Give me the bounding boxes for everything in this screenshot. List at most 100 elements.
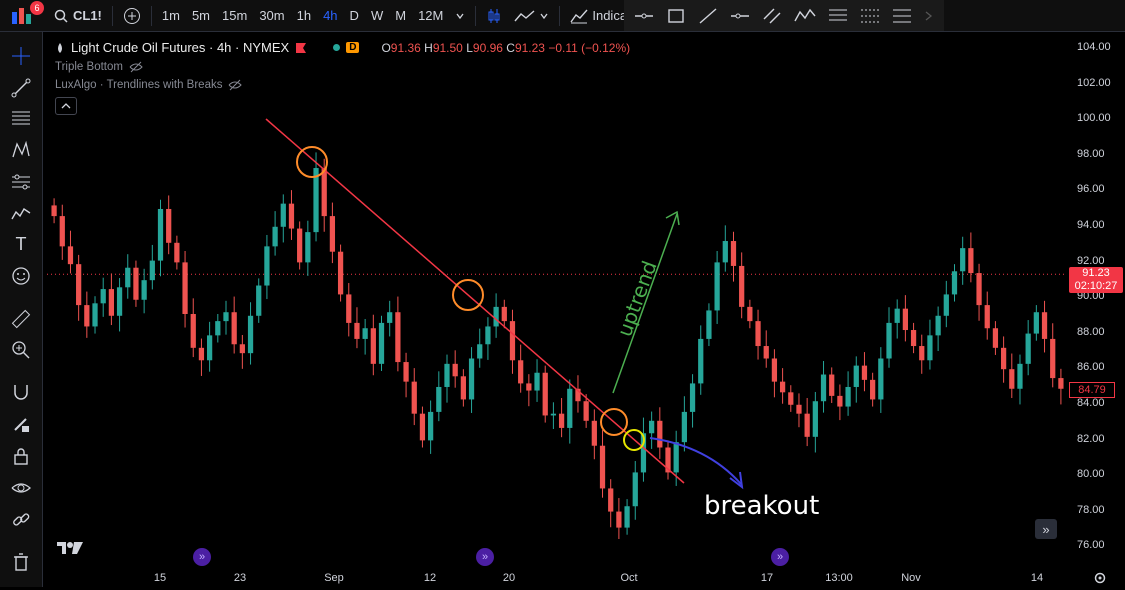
price-axis[interactable]: 104.00 102.00 100.00 98.00 96.00 94.00 92.00 90… [1067, 36, 1125, 569]
candle-body [403, 362, 409, 382]
interval-D[interactable]: D [349, 8, 359, 23]
chart-legend: Light Crude Oil Futures · 4h · NYMEX D O… [55, 40, 630, 115]
candle-body [976, 273, 982, 306]
price-chart[interactable]: uptrend breakout [47, 36, 1067, 569]
pattern-icon[interactable] [794, 7, 816, 25]
visibility-tool[interactable] [9, 476, 33, 500]
indicator-row[interactable]: LuxAlgo · Trendlines with Breaks [55, 79, 630, 91]
bar-countdown: 02:10:27 [1074, 280, 1118, 293]
emoji-tool[interactable] [9, 264, 33, 288]
candle-body [960, 248, 966, 272]
price-tick-label: 84.00 [1077, 397, 1105, 409]
candle-body [1033, 312, 1039, 334]
time-axis[interactable]: 15 23 Sep 12 20 Oct 17 13:00 Nov 14 [47, 569, 1067, 587]
candle-body [902, 308, 909, 331]
candle-body [779, 381, 786, 393]
pattern-tool[interactable] [9, 138, 33, 162]
fib-dots-icon[interactable] [860, 7, 880, 25]
interval-4h[interactable]: 4h [323, 8, 338, 23]
chevron-right-icon[interactable] [924, 10, 934, 21]
candle-body [992, 328, 999, 348]
interval-W[interactable]: W [370, 8, 384, 23]
candle-body [100, 289, 106, 304]
fib-tool[interactable] [9, 106, 33, 130]
price-tick-label: 104.00 [1077, 41, 1111, 53]
interval-12M[interactable]: 12M [418, 8, 444, 23]
candle-body [157, 208, 164, 261]
event-marker[interactable]: » [193, 548, 211, 566]
interval-M[interactable]: M [395, 8, 407, 23]
indicator-row[interactable]: Triple Bottom [55, 61, 630, 73]
line-type-button[interactable] [508, 0, 555, 31]
candle-body [239, 344, 245, 354]
left-toolbar: T [0, 32, 43, 587]
oil-drop-icon [58, 42, 62, 53]
trash-icon [14, 553, 28, 571]
magnet-tool[interactable] [9, 380, 33, 404]
zoom-tool[interactable] [9, 338, 33, 362]
price-tick-label: 76.00 [1077, 539, 1105, 552]
search-icon [54, 9, 68, 23]
menu-lines-icon[interactable] [892, 7, 912, 25]
candle-body [665, 447, 671, 473]
candle-body [108, 289, 115, 316]
collapse-legend-button[interactable] [55, 97, 77, 115]
user-menu[interactable]: 6 [10, 0, 44, 28]
settings-button[interactable] [1093, 571, 1107, 590]
trend-line-icon[interactable] [698, 7, 718, 25]
lock-tool[interactable] [9, 444, 33, 468]
interval-dropdown[interactable] [449, 0, 471, 31]
eye-hidden-icon[interactable] [228, 79, 243, 91]
candle-body [305, 232, 311, 263]
candle-body [673, 442, 679, 473]
forecast-icon [12, 174, 30, 190]
horizontal-line-icon[interactable] [634, 8, 654, 24]
text-tool[interactable]: T [9, 232, 33, 256]
candle-body [796, 404, 802, 414]
trend-line-tool[interactable] [9, 76, 33, 100]
time-tick-label: 23 [233, 572, 247, 584]
crosshair-tool[interactable] [9, 44, 33, 68]
prediction-tool[interactable] [9, 170, 33, 194]
scroll-to-realtime-button[interactable]: » [1035, 519, 1057, 539]
rectangle-icon[interactable] [666, 7, 686, 25]
candle-body [853, 365, 859, 387]
indicator-name: Triple Bottom [55, 61, 123, 73]
time-tick-label: 14 [1030, 572, 1044, 584]
symbol-label: CL1! [73, 8, 102, 23]
chart-type-button[interactable] [480, 0, 508, 31]
event-marker[interactable]: » [771, 548, 789, 566]
interval-1m[interactable]: 1m [161, 8, 180, 23]
fib-icon[interactable] [828, 7, 848, 25]
interval-30m[interactable]: 30m [259, 8, 285, 23]
parallel-channel-icon[interactable] [762, 7, 782, 25]
symbol-search[interactable]: CL1! [48, 0, 108, 31]
interval-5m[interactable]: 5m [191, 8, 211, 23]
candle-body [141, 280, 147, 300]
candle-body [968, 248, 974, 274]
candle-body [567, 388, 573, 428]
interval-15m[interactable]: 15m [222, 8, 248, 23]
compare-button[interactable] [117, 0, 147, 31]
link-tool[interactable] [9, 508, 33, 532]
event-marker[interactable]: » [476, 548, 494, 566]
remove-drawings-tool[interactable] [9, 550, 33, 574]
candle-body [1000, 347, 1007, 370]
candle-body [1058, 378, 1064, 389]
measure-tool[interactable] [9, 307, 33, 331]
brush-tool[interactable] [9, 202, 33, 226]
candle-body [116, 287, 123, 316]
candle-body [518, 360, 524, 384]
pencil-lock-icon [14, 418, 29, 432]
indicators-icon [570, 9, 588, 23]
horizontal-ray-icon[interactable] [730, 8, 750, 24]
candle-body [599, 445, 606, 489]
interval-1h[interactable]: 1h [296, 8, 312, 23]
candle-body [84, 305, 90, 327]
eye-hidden-icon[interactable] [129, 61, 143, 73]
breakout-label: breakout [704, 491, 819, 521]
trend-line [265, 118, 685, 484]
candle-body [657, 420, 663, 448]
flag-icon[interactable] [295, 42, 307, 54]
lock-drawings-tool[interactable] [9, 412, 33, 436]
